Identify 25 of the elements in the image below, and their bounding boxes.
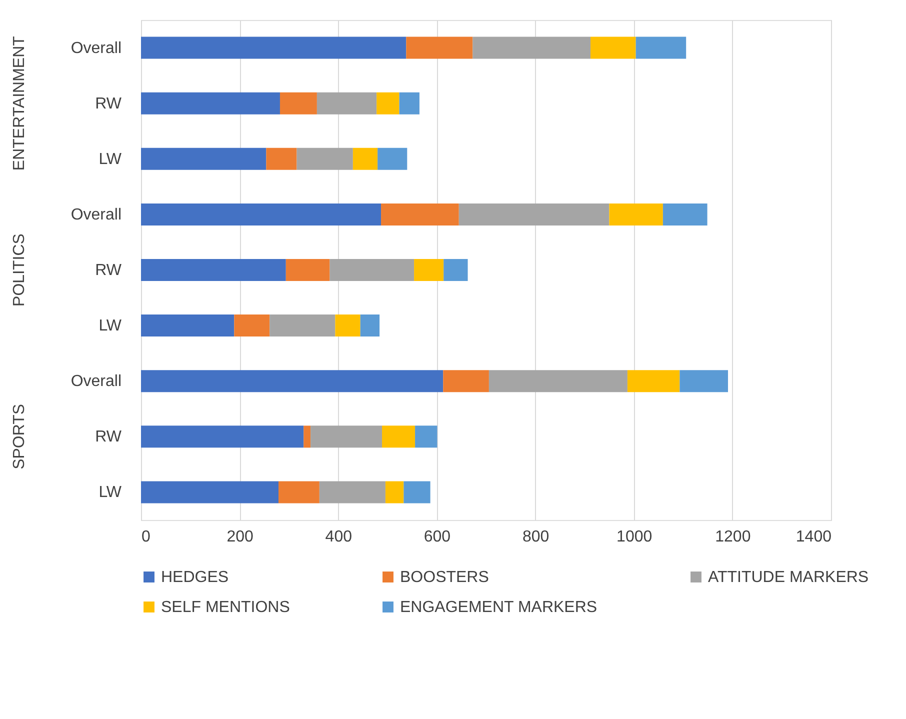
y-tick-label: Overall: [70, 206, 122, 224]
y-tick-label: LW: [98, 484, 122, 502]
x-tick-label: 1000: [616, 528, 652, 546]
legend-label: BOOSTERS: [400, 569, 489, 586]
y-tick-label: Overall: [70, 40, 122, 57]
y-tick-label: Overall: [70, 373, 122, 390]
text: SPORTS: [11, 404, 28, 470]
x-tick-label: 1200: [715, 528, 751, 546]
y-tick-label: RW: [95, 262, 122, 279]
x-tick-label: 200: [226, 528, 254, 546]
y-tick-label: RW: [95, 95, 122, 112]
x-tick-label: 1400: [796, 528, 832, 546]
y-tick-label: LW: [98, 318, 122, 335]
legend-label: ENGAGEMENT MARKERS: [400, 599, 598, 616]
x-tick-label: 400: [325, 528, 352, 546]
y-tick-label: RW: [95, 428, 122, 446]
text: ENTERTAINMENT: [11, 36, 28, 171]
x-tick-label: 600: [424, 528, 451, 546]
legend-label: ATTITUDE MARKERS: [708, 569, 869, 586]
y-tick-label: LW: [98, 150, 122, 168]
legend-label: SELF MENTIONS: [161, 599, 290, 616]
text: POLITICS: [11, 234, 28, 306]
legend-label: HEDGES: [161, 569, 229, 586]
x-tick-label: 0: [142, 528, 150, 546]
x-tick-label: 800: [522, 528, 550, 546]
